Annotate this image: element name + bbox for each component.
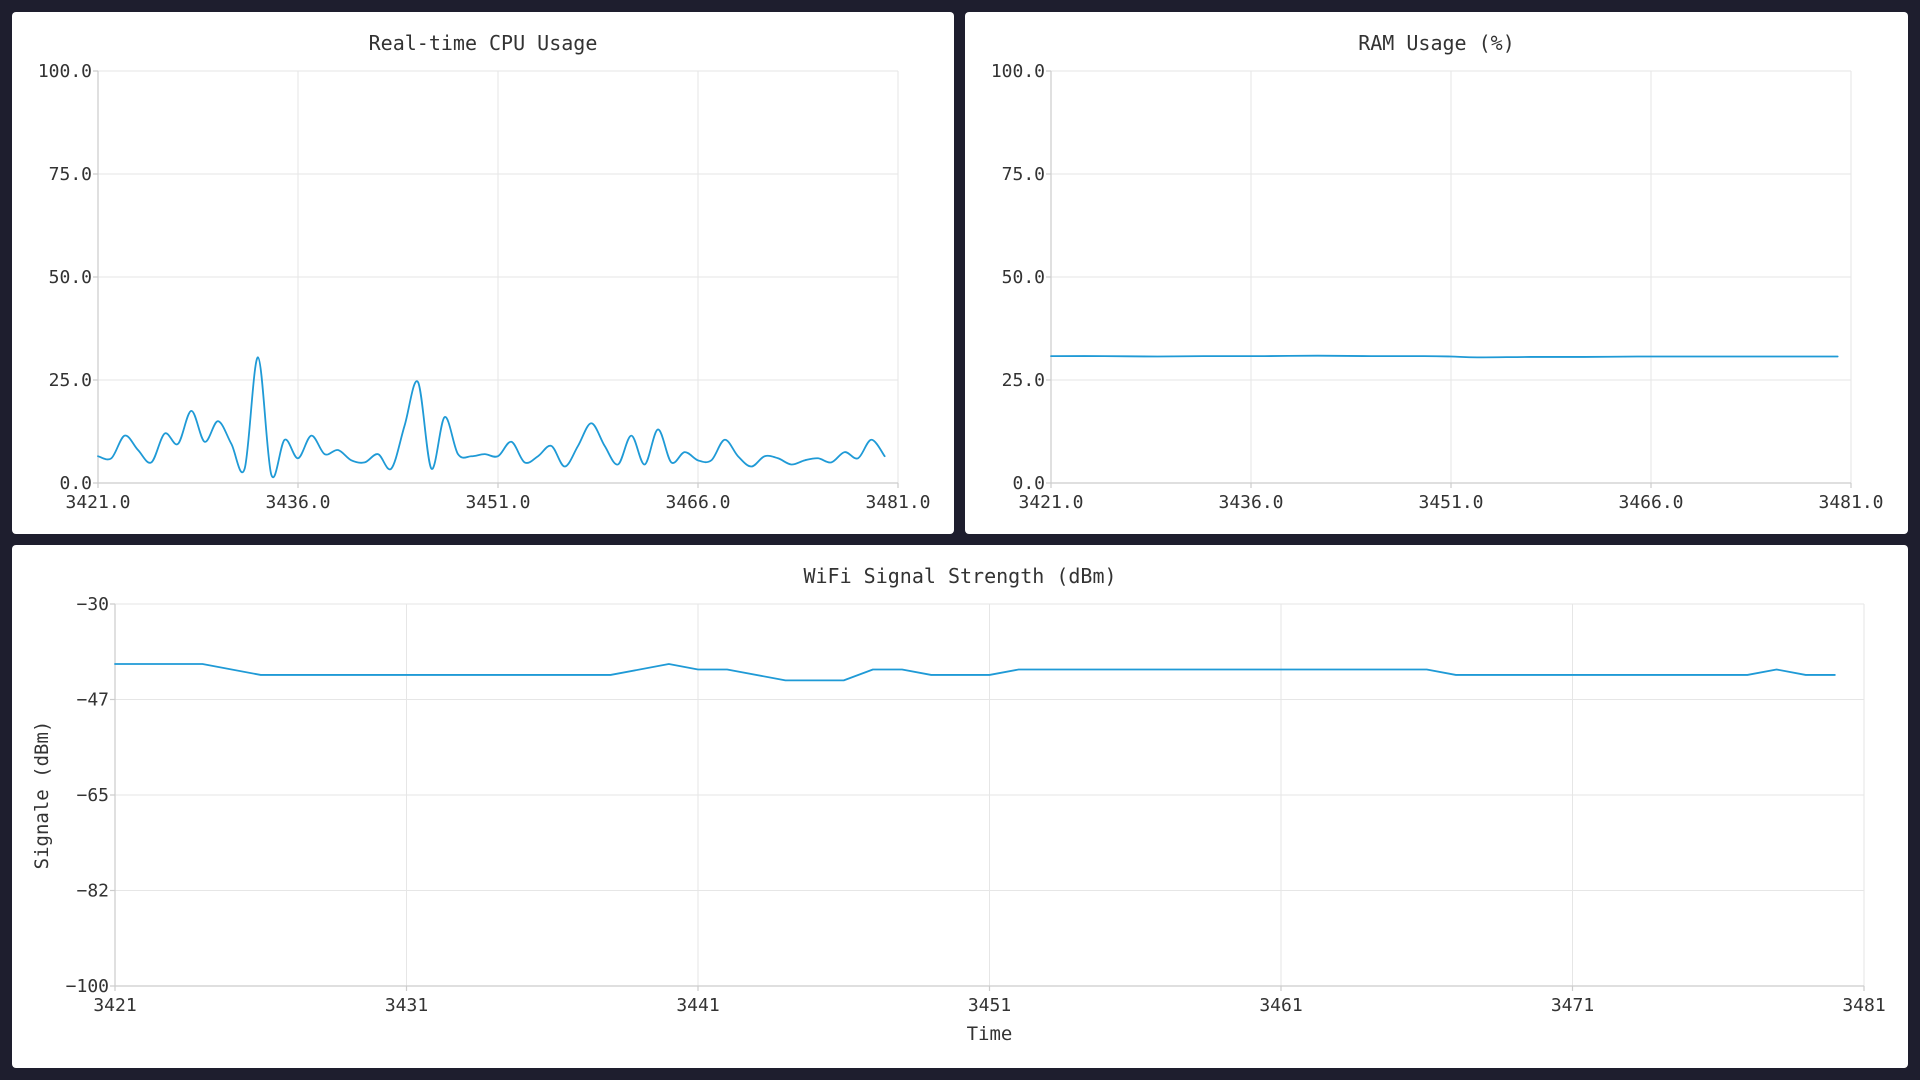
wifi-x-tick-label: 3441 (676, 995, 719, 1016)
ram-x-tick-label: 3421.0 (1018, 492, 1083, 513)
cpu-y-tick-label: 0.0 (59, 473, 92, 494)
wifi-y-tick-label: −47 (76, 690, 109, 711)
ram-x-tick-label: 3466.0 (1618, 492, 1683, 513)
ram-y-tick-label: 75.0 (1002, 164, 1045, 185)
cpu-x-tick-label: 3436.0 (265, 492, 330, 513)
cpu-chart: Real-time CPU Usage 3421.0 3436.0 3451.0 346… (38, 31, 931, 513)
wifi-chart-panel: WiFi Signal Strength (dBm) 3421 3431 3441 34… (12, 545, 1908, 1068)
wifi-x-tick-label: 3481 (1842, 995, 1885, 1016)
wifi-x-tick-label: 3461 (1259, 995, 1302, 1016)
wifi-x-tick-label: 3451 (968, 995, 1011, 1016)
cpu-y-tick-label: 25.0 (49, 370, 92, 391)
ram-x-tick-label: 3436.0 (1218, 492, 1283, 513)
wifi-y-tick-label: −65 (76, 785, 109, 806)
wifi-y-tick-label: −82 (76, 881, 109, 902)
ram-chart: RAM Usage (%) 3421.0 3436.0 3451.0 3466.0 348… (991, 31, 1884, 513)
ram-series-line (1050, 354, 1839, 359)
ram-y-tick-label: 100.0 (991, 61, 1045, 82)
wifi-grid (114, 603, 1865, 987)
wifi-x-tick-label: 3421 (93, 995, 136, 1016)
cpu-x-tick-label: 3451.0 (465, 492, 530, 513)
ram-x-tick-label: 3481.0 (1818, 492, 1883, 513)
wifi-x-tick-label: 3471 (1551, 995, 1594, 1016)
ram-chart-title: RAM Usage (%) (1358, 31, 1515, 55)
ram-grid (1050, 70, 1852, 484)
cpu-x-tick-label: 3421.0 (65, 492, 130, 513)
wifi-y-axis-label: Signale (dBm) (31, 721, 53, 870)
wifi-y-tick-label: −30 (76, 594, 109, 615)
cpu-chart-panel: Real-time CPU Usage 3421.0 3436.0 3451.0 346… (12, 12, 954, 534)
ram-y-tick-label: 25.0 (1002, 370, 1045, 391)
cpu-x-tick-label: 3466.0 (665, 492, 730, 513)
cpu-y-tick-label: 50.0 (49, 267, 92, 288)
wifi-x-axis-label: Time (967, 1023, 1013, 1045)
ram-y-tick-label: 50.0 (1002, 267, 1045, 288)
cpu-x-tick-label: 3481.0 (865, 492, 930, 513)
cpu-series-line (97, 356, 886, 479)
cpu-y-tick-label: 75.0 (49, 164, 92, 185)
wifi-series-line (114, 663, 1836, 682)
cpu-chart-title: Real-time CPU Usage (369, 31, 598, 55)
wifi-chart: WiFi Signal Strength (dBm) 3421 3431 3441 34… (31, 564, 1886, 1045)
cpu-y-tick-label: 100.0 (38, 61, 92, 82)
ram-x-tick-label: 3451.0 (1418, 492, 1483, 513)
ram-y-tick-label: 0.0 (1012, 473, 1045, 494)
wifi-y-tick-label: −100 (66, 976, 109, 997)
wifi-chart-title: WiFi Signal Strength (dBm) (803, 564, 1116, 588)
wifi-x-tick-label: 3431 (385, 995, 428, 1016)
ram-chart-panel: RAM Usage (%) 3421.0 3436.0 3451.0 3466.0 348… (965, 12, 1908, 534)
